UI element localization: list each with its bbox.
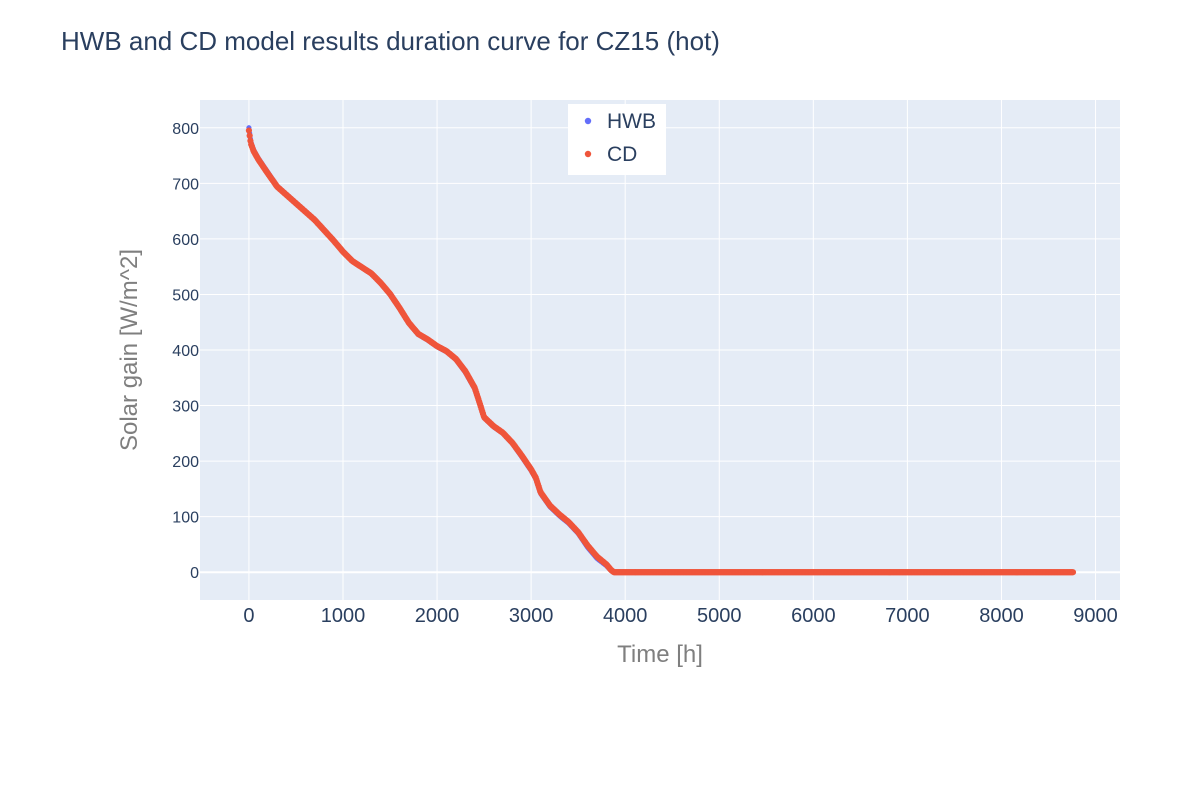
data-point xyxy=(1069,569,1077,576)
legend-item-hwb[interactable]: HWB xyxy=(584,110,656,133)
legend-item-cd[interactable]: CD xyxy=(584,143,638,166)
y-axis-label: Solar gain [W/m^2] xyxy=(116,249,143,451)
y-tick-label: 800 xyxy=(172,121,199,138)
legend-label-hwb: HWB xyxy=(607,110,656,133)
data-point xyxy=(245,127,253,134)
tick-labels: 0 1000 2000 3000 4000 5000 6000 7000 8000 9000 0 10… xyxy=(172,121,1117,627)
legend-marker-hwb xyxy=(584,117,592,125)
y-tick-label: 0 xyxy=(190,565,199,582)
legend[interactable]: HWB CD xyxy=(568,104,666,175)
y-tick-label: 500 xyxy=(172,287,199,304)
x-tick-label: 2000 xyxy=(415,605,460,627)
x-tick-label: 8000 xyxy=(979,605,1024,627)
y-tick-label: 400 xyxy=(172,343,199,360)
x-axis-label: Time [h] xyxy=(617,641,703,668)
legend-background xyxy=(568,104,666,175)
y-tick-label: 300 xyxy=(172,399,199,416)
y-tick-label: 600 xyxy=(172,232,199,249)
x-tick-label: 1000 xyxy=(321,605,366,627)
series-cd xyxy=(245,127,1077,576)
y-tick-label: 100 xyxy=(172,510,199,527)
y-tick-label: 200 xyxy=(172,454,199,471)
x-tick-label: 6000 xyxy=(791,605,836,627)
data-series xyxy=(245,125,1077,576)
x-tick-label: 4000 xyxy=(603,605,648,627)
x-tick-label: 7000 xyxy=(885,605,930,627)
data-point xyxy=(246,132,253,139)
legend-marker-cd xyxy=(584,150,592,158)
x-tick-label: 0 xyxy=(243,605,254,627)
legend-label-cd: CD xyxy=(607,143,637,166)
x-tick-label: 3000 xyxy=(509,605,554,627)
x-tick-label: 9000 xyxy=(1073,605,1118,627)
y-tick-label: 700 xyxy=(172,176,199,193)
x-tick-label: 5000 xyxy=(697,605,742,627)
chart-title: HWB and CD model results duration curve … xyxy=(61,26,720,56)
